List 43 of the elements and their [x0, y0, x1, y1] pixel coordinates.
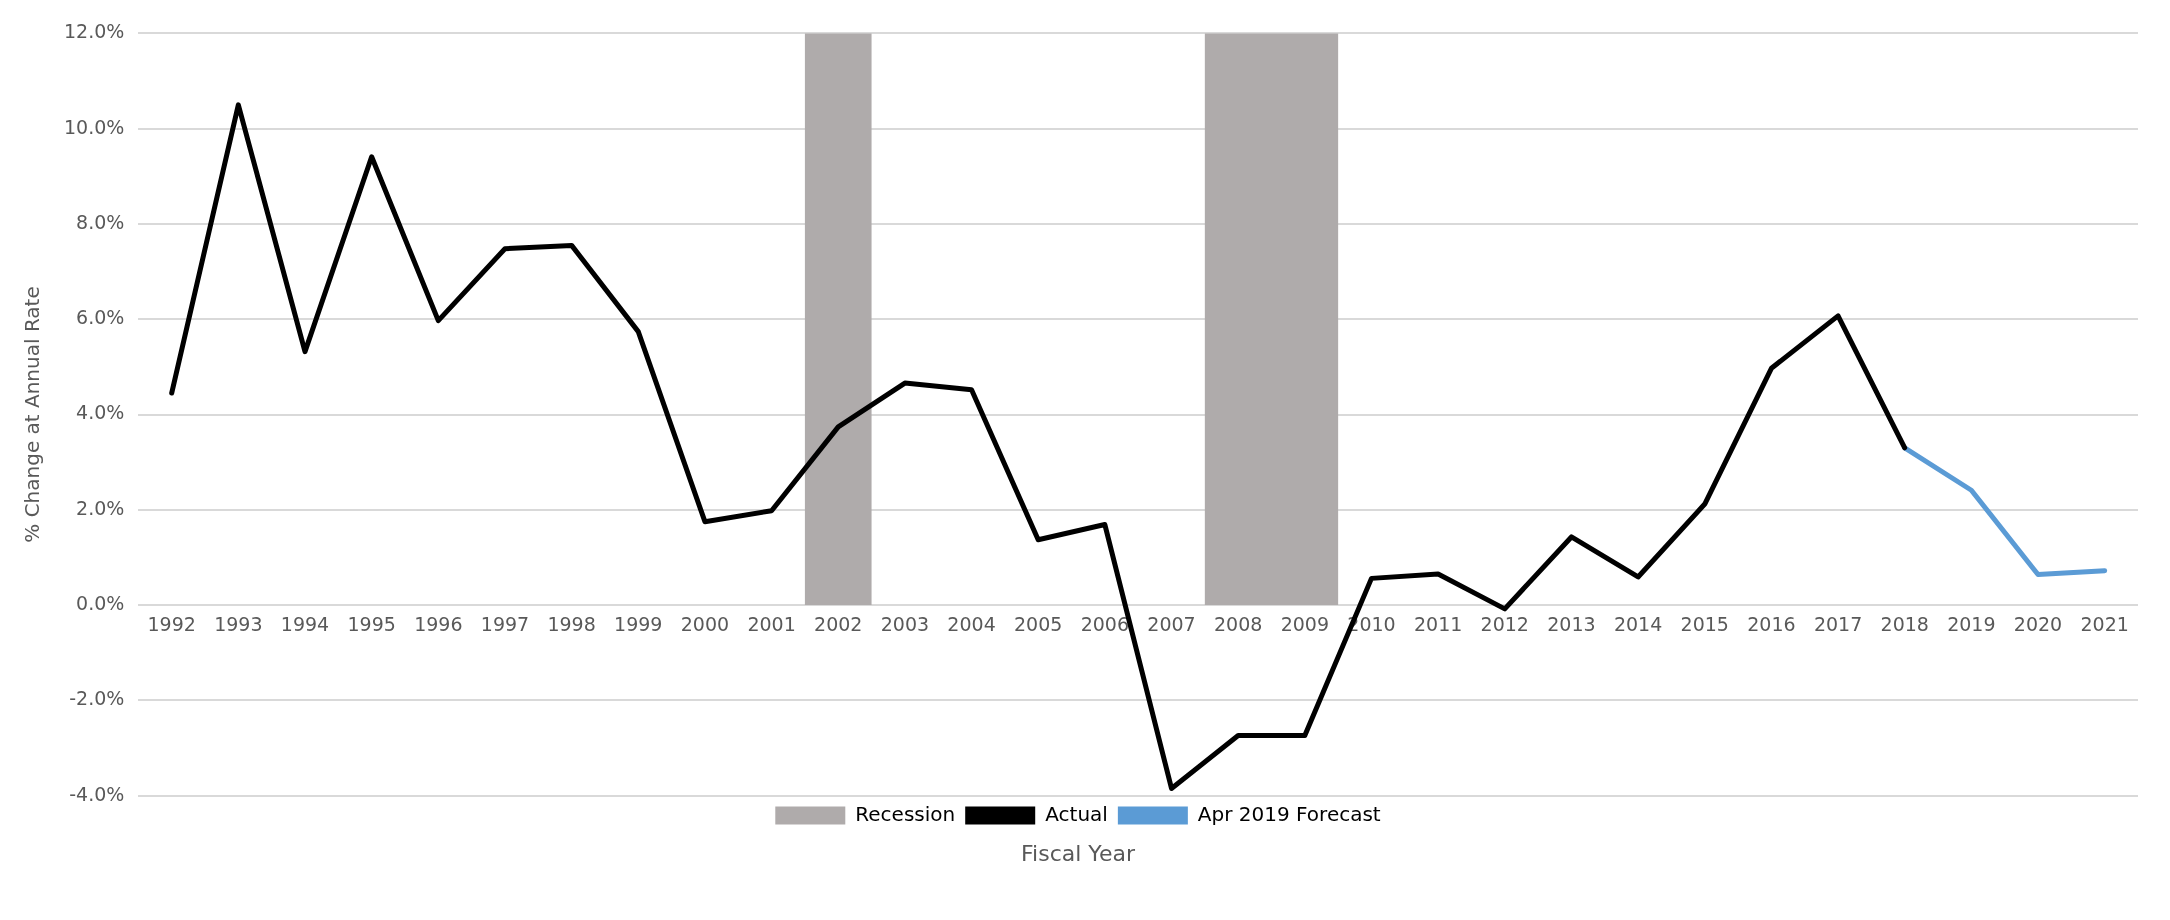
x-tick-label: 2002	[814, 613, 863, 636]
y-tick-label: 8.0%	[76, 210, 125, 233]
x-tick-label: 2011	[1413, 613, 1463, 636]
x-tick-label: 1996	[414, 613, 463, 636]
x-tick-label: 1992	[147, 613, 196, 636]
x-tick-label: 2014	[1613, 613, 1663, 636]
x-tick-label: 2009	[1280, 613, 1329, 636]
x-tick-label: 1995	[347, 613, 396, 636]
y-tick-label: -2.0%	[69, 687, 125, 710]
x-tick-label: 1994	[280, 613, 330, 636]
legend-label: Actual	[1045, 801, 1108, 826]
y-tick-label: 10.0%	[64, 115, 125, 138]
x-tick-label: 2019	[1947, 613, 1996, 636]
x-tick-label: 2001	[747, 613, 796, 636]
x-tick-label: 2003	[880, 613, 930, 636]
x-tick-label: 1999	[614, 613, 663, 636]
y-tick-label: 12.0%	[64, 20, 125, 43]
y-tick-label: -4.0%	[69, 782, 125, 805]
y-axis-title: % Change at Annual Rate	[20, 286, 45, 543]
x-tick-label: 2007	[1147, 613, 1196, 636]
x-tick-label: 2004	[947, 613, 996, 636]
legend-label: Recession	[855, 801, 956, 826]
y-tick-label: 2.0%	[76, 496, 125, 519]
x-tick-label: 2006	[1080, 613, 1130, 636]
x-tick-label: 2000	[680, 613, 730, 636]
x-tick-label: 2015	[1680, 613, 1729, 636]
x-tick-label: 1997	[480, 613, 530, 636]
legend-label: Apr 2019 Forecast	[1197, 801, 1381, 826]
y-tick-label: 0.0%	[76, 591, 125, 614]
x-tick-label: 1998	[547, 613, 596, 636]
x-tick-label: 2012	[1480, 613, 1529, 636]
y-tick-label: 4.0%	[76, 401, 125, 424]
x-tick-label: 2013	[1547, 613, 1596, 636]
x-tick-label: 2020	[2013, 613, 2063, 636]
x-tick-label: 2016	[1747, 613, 1796, 636]
x-tick-label: 2008	[1213, 613, 1263, 636]
x-axis-title: Fiscal Year	[1021, 840, 1136, 866]
x-tick-label: 1993	[214, 613, 263, 636]
x-tick-label: 2017	[1813, 613, 1863, 636]
x-tick-label: 2021	[2080, 613, 2129, 636]
x-tick-label: 2005	[1014, 613, 1063, 636]
x-tick-label: 2018	[1880, 613, 1929, 636]
y-tick-label: 6.0%	[76, 306, 125, 329]
